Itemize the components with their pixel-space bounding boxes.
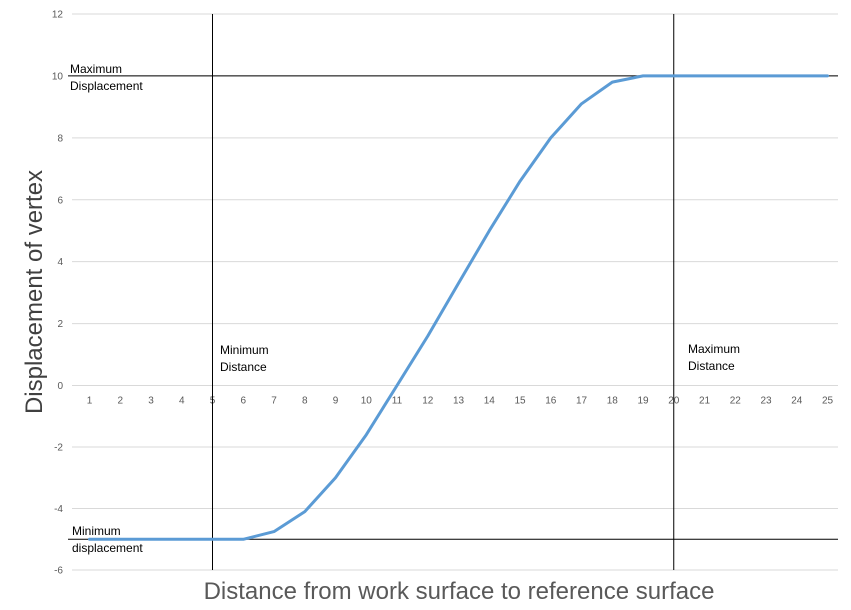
x-tick-label: 10 bbox=[361, 396, 373, 407]
annotation-max-displacement-line2: Displacement bbox=[70, 79, 143, 93]
x-tick-label: 4 bbox=[179, 396, 185, 407]
annotation-min-distance-line2: Distance bbox=[220, 360, 267, 374]
series-line bbox=[88, 74, 829, 541]
x-tick-label: 25 bbox=[822, 396, 834, 407]
y-tick-label: 10 bbox=[52, 71, 64, 82]
y-tick-label: 8 bbox=[57, 133, 63, 144]
x-tick-label: 8 bbox=[302, 396, 308, 407]
x-tick-label: 2 bbox=[117, 396, 123, 407]
y-tick-labels: 12 10 8 6 4 2 0 -2 -4 -6 bbox=[52, 10, 64, 577]
x-tick-label: 11 bbox=[392, 396, 403, 407]
x-tick-label: 24 bbox=[791, 396, 803, 407]
annotation-max-displacement-line1: Maximum bbox=[70, 62, 122, 76]
series-group bbox=[88, 74, 829, 541]
y-tick-label: 2 bbox=[57, 319, 63, 330]
y-tick-label: -4 bbox=[54, 504, 63, 515]
x-tick-label: 13 bbox=[453, 396, 465, 407]
y-tick-label: 6 bbox=[57, 195, 63, 206]
x-tick-label: 15 bbox=[514, 396, 526, 407]
x-tick-label: 23 bbox=[760, 396, 772, 407]
y-tick-label: 12 bbox=[52, 10, 64, 21]
x-tick-label: 17 bbox=[576, 396, 588, 407]
x-tick-labels: 1234567891011121314151617181920212223242… bbox=[87, 396, 834, 407]
x-tick-label: 18 bbox=[607, 396, 619, 407]
x-tick-label: 7 bbox=[271, 396, 277, 407]
y-tick-label: 0 bbox=[57, 381, 63, 392]
x-tick-label: 21 bbox=[699, 396, 711, 407]
x-tick-label: 12 bbox=[422, 396, 434, 407]
y-tick-label: 4 bbox=[57, 257, 63, 268]
x-tick-label: 16 bbox=[545, 396, 557, 407]
x-tick-label: 22 bbox=[730, 396, 742, 407]
x-tick-label: 3 bbox=[148, 396, 154, 407]
x-tick-label: 6 bbox=[240, 396, 246, 407]
y-axis-label: Displacement of vertex bbox=[21, 170, 48, 414]
annotation-min-displacement-line2: displacement bbox=[72, 541, 143, 555]
x-tick-label: 1 bbox=[87, 396, 93, 407]
y-tick-label: -2 bbox=[54, 443, 63, 454]
annotation-max-distance-line2: Distance bbox=[688, 359, 735, 373]
x-tick-label: 14 bbox=[484, 396, 496, 407]
annotation-min-distance-line1: Minimum bbox=[220, 343, 269, 357]
annotation-max-distance-line1: Maximum bbox=[688, 342, 740, 356]
x-axis-label: Distance from work surface to reference … bbox=[204, 578, 715, 605]
y-tick-label: -6 bbox=[54, 566, 63, 577]
annotation-min-displacement-line1: Minimum bbox=[72, 524, 121, 538]
x-tick-label: 9 bbox=[333, 396, 339, 407]
x-tick-label: 19 bbox=[637, 396, 649, 407]
